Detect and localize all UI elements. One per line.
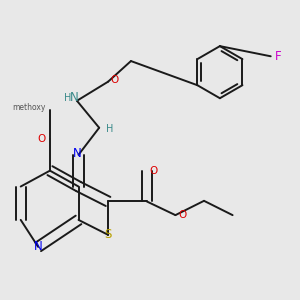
Text: H: H (64, 93, 71, 103)
Text: N: N (73, 147, 81, 160)
Text: O: O (38, 134, 46, 144)
Text: O: O (150, 166, 158, 176)
Text: N: N (69, 91, 78, 104)
Text: S: S (104, 228, 112, 241)
Text: F: F (274, 50, 281, 63)
Text: O: O (178, 210, 187, 220)
Text: methoxy: methoxy (12, 103, 45, 112)
Text: N: N (34, 240, 43, 254)
Text: O: O (110, 75, 118, 85)
Text: H: H (106, 124, 113, 134)
